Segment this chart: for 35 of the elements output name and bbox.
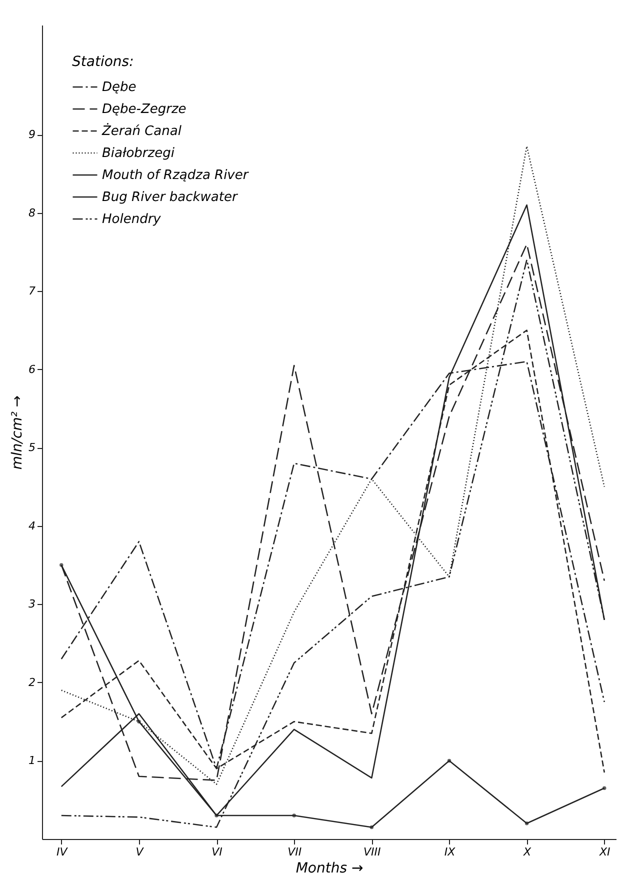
legend-label: Holendry [102,212,162,227]
legend-label: Bug River backwater [102,190,239,205]
y-tick-label: 1 [28,754,36,768]
x-tick-label: XI [598,846,610,858]
y-tick-label: 3 [28,598,36,611]
x-tick-label: VII [288,846,302,858]
point [292,814,296,818]
point [370,825,374,830]
point [137,720,141,724]
y-tick-label: 5 [28,441,36,454]
y-tick-label: 4 [28,519,36,532]
point [60,563,64,567]
point [214,814,218,818]
legend-label: Dębe [102,80,136,95]
legend-label: Białobrzegi [102,146,175,161]
y-tick-label: 8 [28,206,36,220]
x-tick-label: IX [444,846,456,858]
point [524,821,529,826]
x-tick-label: VIII [364,846,381,858]
x-tick-label: X [522,846,532,858]
legend-label: Żerań Canal [101,123,182,139]
legend-label: Dębe-Zegrze [102,102,186,117]
x-axis-title: Months → [296,860,364,876]
y-tick-label: 9 [28,128,36,142]
y-tick-label: 6 [28,362,36,376]
y-tick-label: 2 [28,676,36,689]
y-tick-label: 7 [28,284,36,298]
point [447,758,452,763]
y-axis-title: mln/cm² → [10,395,26,470]
x-tick-label: IV [56,846,69,858]
x-tick-label: VI [212,846,222,858]
point [602,786,606,790]
x-tick-label: V [136,846,145,858]
legend-title: Stations: [72,54,134,70]
legend-label: Mouth of Rządza River [102,168,250,183]
